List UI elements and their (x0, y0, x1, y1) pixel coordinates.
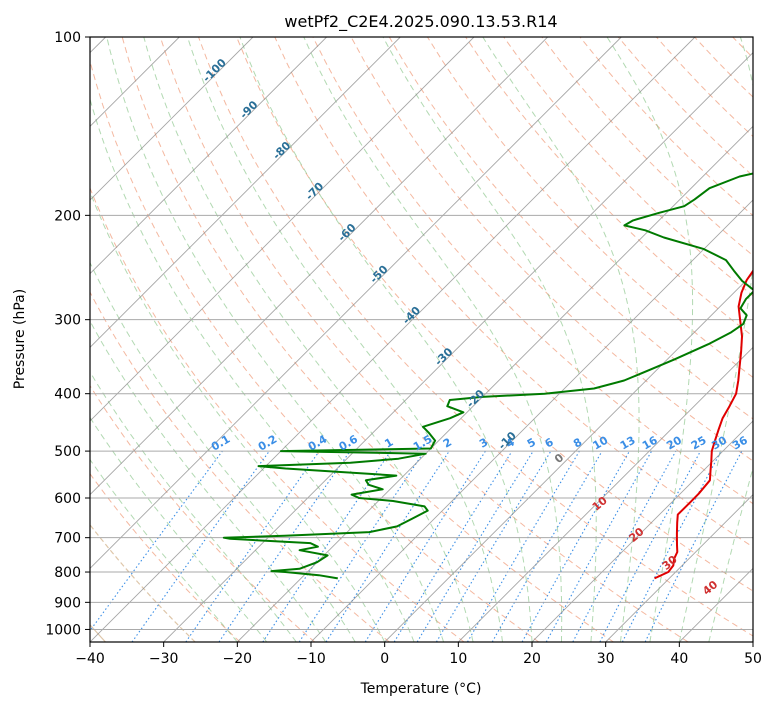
dry-adiabat-line (426, 37, 753, 378)
dry-adiabat-line (236, 37, 753, 592)
skewed-isotherm-line (605, 494, 753, 642)
moist-adiabat-line (90, 190, 386, 642)
x-tick-label: 50 (744, 651, 762, 667)
x-tick-label: −20 (223, 651, 253, 667)
mixing-ratio-line (572, 450, 677, 642)
dry-adiabat-line (90, 59, 540, 642)
y-tick-label: 1000 (45, 622, 81, 638)
chart-title: wetPf2_C2E4.2025.090.13.53.R14 (284, 12, 557, 32)
mixing-ratio-line (644, 450, 743, 642)
mixing-ratio-lines (90, 450, 743, 642)
moist-adiabat-line (187, 37, 503, 642)
x-tick-label: −10 (296, 651, 326, 667)
y-tick-label: 500 (54, 444, 81, 460)
dry-adiabat-line (503, 37, 753, 297)
skewed-isotherm-line (531, 420, 753, 642)
y-tick-label: 300 (54, 313, 81, 329)
skewed-isotherm-line (90, 37, 622, 569)
dry-adiabat-line (90, 291, 390, 642)
x-tick-label: 40 (670, 651, 688, 667)
mixing-ratio-line (325, 450, 450, 642)
mixing-ratio-line (545, 450, 653, 642)
x-tick-label: 0 (380, 651, 389, 667)
line-labels: 0.1 0.2 0.4 0.6 1 1.5 2 3 4 5 6 8 10 13 16 20 25 30 36-100… (200, 56, 750, 598)
y-tick-label: 200 (54, 208, 81, 224)
y-tick-label: 900 (54, 595, 81, 611)
dry-adiabat-line (350, 37, 753, 462)
dry-adiabat-line (159, 37, 689, 642)
profile-series (222, 172, 753, 580)
skewed-isotherm-line (384, 273, 753, 642)
mixing-ratio-line (521, 450, 630, 642)
y-tick-label: 600 (54, 491, 81, 507)
dry-adiabat-line (90, 186, 465, 642)
dry-adiabat-line (388, 37, 753, 420)
moist-adiabat-line (143, 37, 474, 642)
isobar-gridlines (90, 37, 753, 630)
moist-adiabat-line (239, 37, 533, 642)
x-tick-label: 20 (523, 651, 541, 667)
y-axis-label: Pressure (hPa) (12, 289, 28, 389)
moist-adiabat-line (708, 465, 753, 642)
skewed-isotherm-line (90, 37, 401, 348)
skewed-isotherm-line (90, 37, 254, 201)
dry-adiabat-line (90, 384, 316, 642)
temperature-profile-line (654, 269, 753, 580)
mixing-ratio-line (90, 450, 223, 632)
moist-adiabat-line (90, 458, 238, 642)
y-tick-label: 100 (54, 30, 81, 46)
skewed-isotherm-line (237, 125, 753, 642)
x-tick-label: −30 (149, 651, 179, 667)
moist-adiabat-line (90, 416, 268, 642)
moist-adiabat-lines (90, 37, 753, 642)
dry-adiabat-line (90, 523, 196, 642)
moist-adiabat-line (90, 320, 327, 642)
y-tick-label: 400 (54, 387, 81, 403)
dry-adiabat-line (274, 37, 753, 548)
skewed-isotherm-line (90, 37, 475, 422)
mixing-ratio-line (218, 450, 351, 642)
mixing-ratio-line (131, 450, 270, 642)
skewed-isotherm-lines (90, 37, 753, 642)
moist-adiabat-line (90, 370, 297, 642)
moist-adiabat-line (482, 37, 640, 642)
moist-adiabat-line (106, 37, 445, 642)
dewpoint-profile-line (222, 172, 753, 580)
mixing-ratio-line (393, 450, 513, 642)
x-axis-label: Temperature (°C) (360, 681, 482, 697)
skewed-isotherm-line (458, 346, 753, 642)
plot-frame (89, 36, 754, 643)
y-tick-label: 700 (54, 531, 81, 547)
mixing-ratio-line (262, 450, 392, 642)
moist-adiabat-line (90, 261, 356, 642)
mixing-ratio-line (416, 450, 534, 642)
x-tick-label: 10 (449, 651, 467, 667)
moist-adiabat-line (382, 37, 597, 642)
dry-adiabat-line (465, 37, 753, 338)
moist-adiabat-line (303, 37, 563, 642)
skewed-isotherm-line (90, 37, 696, 642)
moist-adiabat-line (606, 37, 694, 642)
dry-adiabat-line (121, 37, 614, 642)
skewed-isotherm-line (310, 199, 753, 642)
dry-adiabat-line (312, 37, 753, 505)
mixing-ratio-line (298, 450, 425, 642)
x-tick-label: −40 (75, 651, 105, 667)
plot-area: 0.1 0.2 0.4 0.6 1 1.5 2 3 4 5 6 8 10 13 16 20 25 30 36-100… (90, 37, 753, 642)
skewed-isotherm-line (90, 37, 327, 275)
x-tick-label: 30 (597, 651, 615, 667)
mixing-ratio-line (185, 450, 320, 642)
x-axis-ticks: −40 −30 −20 −10 0 10 20 30 40 50 (75, 642, 762, 667)
skewed-isotherm-line (90, 37, 548, 496)
y-axis-ticks: 100 200 300 400 500 600 700 800 900 1000 (45, 30, 90, 638)
y-tick-label: 800 (54, 565, 81, 581)
dry-adiabat-line (90, 472, 241, 642)
moist-adiabat-line (678, 37, 753, 642)
